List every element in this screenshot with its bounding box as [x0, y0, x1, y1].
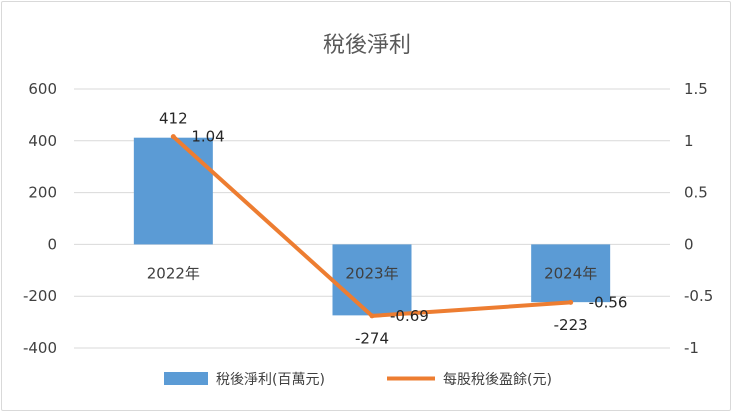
- left-tick-label: 600: [28, 80, 57, 98]
- category-label: 2024年: [544, 264, 597, 282]
- category-label: 2023年: [345, 264, 398, 282]
- line-point: [170, 134, 176, 140]
- line-data-label: -0.56: [589, 293, 628, 311]
- legend-bar-label: 稅後淨利(百萬元): [216, 372, 325, 388]
- line-point: [369, 313, 375, 319]
- bar: [531, 244, 611, 303]
- left-tick-label: 400: [28, 132, 57, 150]
- bar-series: [133, 137, 611, 316]
- legend-line-label: 每股稅後盈餘(元): [443, 371, 552, 388]
- bar-data-label: 412: [159, 110, 188, 128]
- bar: [133, 137, 213, 245]
- category-labels: 2022年 2023年 2024年: [147, 264, 598, 282]
- right-axis-ticks: 1.5 1 0.5 0 -0.5 -1: [684, 80, 713, 357]
- bar-data-label: -274: [355, 329, 389, 347]
- legend: 稅後淨利(百萬元) 每股稅後盈餘(元): [164, 371, 552, 388]
- line-series: [170, 134, 574, 319]
- right-tick-label: 0.5: [684, 184, 708, 202]
- right-tick-label: 0: [684, 235, 694, 253]
- bar-data-label: -223: [554, 316, 588, 334]
- left-axis-ticks: 600 400 200 0 -200 -400: [23, 80, 57, 357]
- line-data-label: 1.04: [191, 128, 224, 146]
- left-tick-label: 200: [28, 184, 57, 202]
- right-tick-label: 1.5: [684, 80, 708, 98]
- right-tick-label: 1: [684, 132, 694, 150]
- line-point: [568, 299, 574, 305]
- category-label: 2022年: [147, 264, 200, 282]
- chart-title: 稅後淨利: [323, 33, 411, 58]
- right-tick-label: -0.5: [684, 287, 713, 305]
- data-labels: 412 -274 -223 1.04 -0.69 -0.56: [159, 110, 627, 348]
- right-tick-label: -1: [684, 339, 699, 357]
- line-data-label: -0.69: [390, 307, 429, 325]
- bar: [332, 244, 412, 316]
- left-tick-label: 0: [47, 235, 57, 253]
- legend-bar-swatch: [164, 372, 208, 385]
- left-tick-label: -400: [23, 339, 57, 357]
- left-tick-label: -200: [23, 287, 57, 305]
